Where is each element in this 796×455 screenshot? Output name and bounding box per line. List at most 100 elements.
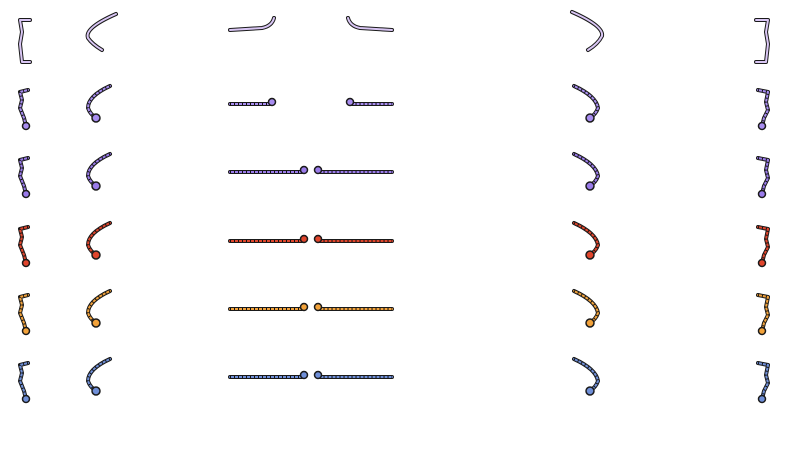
sprite-beads xyxy=(757,157,770,195)
sprite-knob xyxy=(585,386,595,396)
sprite-left-horizontal xyxy=(228,16,276,32)
sprite-row-violet xyxy=(18,152,770,199)
sprite-knob xyxy=(757,189,767,199)
sprite-beads xyxy=(573,85,600,119)
sprite-knob xyxy=(757,258,767,268)
sprite-knob xyxy=(299,165,309,175)
sprite-left-arc xyxy=(86,221,112,260)
sprite-knob xyxy=(313,234,323,244)
sprite-left-horizontal xyxy=(228,97,277,107)
sprite-row-blue xyxy=(18,357,770,404)
sprite-fill xyxy=(19,19,31,63)
sprite-beads xyxy=(573,222,600,256)
sprite-beads xyxy=(18,294,29,332)
sprite-beads xyxy=(18,89,29,127)
sprite-right-horizontal xyxy=(313,302,394,312)
sprite-knob xyxy=(585,318,595,328)
sprite-beads xyxy=(18,157,29,195)
sprite-knob xyxy=(91,250,101,260)
sprite-beads xyxy=(573,358,600,392)
sprite-knob xyxy=(757,326,767,336)
sprite-row-outline-lilac xyxy=(18,10,770,64)
sprite-left-bracket xyxy=(18,18,32,64)
sprite-fill xyxy=(755,19,769,63)
sprite-right-arc xyxy=(572,357,600,396)
sprite-knob xyxy=(299,234,309,244)
sprite-knob xyxy=(91,181,101,191)
sprite-outline xyxy=(85,12,118,52)
sprite-knob xyxy=(91,386,101,396)
sprite-right-bracket xyxy=(756,293,770,336)
sprite-left-bracket xyxy=(18,88,31,131)
sprite-knob xyxy=(313,165,323,175)
sprite-knob xyxy=(585,181,595,191)
sprite-fill xyxy=(347,17,393,31)
sprite-outline xyxy=(570,10,605,52)
sprite-left-arc xyxy=(85,12,118,52)
sprite-right-horizontal xyxy=(313,370,394,380)
sprite-left-horizontal xyxy=(228,370,309,380)
sprite-knob xyxy=(91,113,101,123)
sprite-left-arc xyxy=(86,289,112,328)
sprite-right-horizontal xyxy=(313,165,394,175)
sprite-right-bracket xyxy=(756,361,770,404)
sprite-row-red xyxy=(18,221,770,268)
sprite-left-arc xyxy=(86,152,112,191)
sprite-knob xyxy=(267,97,277,107)
sprite-knob xyxy=(345,97,355,107)
sprite-row-orange xyxy=(18,289,770,336)
sprite-right-horizontal xyxy=(345,97,394,107)
sprite-right-arc xyxy=(572,152,600,191)
sprite-knob xyxy=(21,326,31,336)
sprite-knob xyxy=(313,370,323,380)
sprite-beads xyxy=(18,226,29,264)
sprite-right-arc xyxy=(572,221,600,260)
sprite-knob xyxy=(91,318,101,328)
sprite-knob xyxy=(21,189,31,199)
sprite-left-arc xyxy=(86,84,112,123)
sprite-right-horizontal xyxy=(313,234,394,244)
sprite-beads xyxy=(86,153,111,187)
sprite-knob xyxy=(585,113,595,123)
sprite-beads xyxy=(757,226,770,264)
sprite-fill xyxy=(571,11,604,51)
sprite-left-bracket xyxy=(18,361,31,404)
sprite-right-bracket xyxy=(754,18,770,64)
sprite-right-horizontal xyxy=(346,16,394,32)
sprite-beads xyxy=(573,290,600,324)
sprite-row-lavender xyxy=(18,84,770,131)
sprite-left-horizontal xyxy=(228,302,309,312)
sprite-left-horizontal xyxy=(228,234,309,244)
sprite-left-horizontal xyxy=(228,165,309,175)
sprite-right-arc xyxy=(572,84,600,123)
sprite-fill xyxy=(229,17,275,31)
sprite-right-bracket xyxy=(756,225,770,268)
sprite-right-arc xyxy=(572,289,600,328)
sprite-beads xyxy=(86,358,111,392)
sprite-beads xyxy=(757,89,770,127)
sprite-beads xyxy=(18,362,29,400)
sprite-knob xyxy=(313,302,323,312)
sprite-knob xyxy=(21,394,31,404)
sprite-knob xyxy=(757,394,767,404)
sprite-knob xyxy=(21,121,31,131)
sprite-beads xyxy=(86,290,111,324)
sprite-left-bracket xyxy=(18,156,31,199)
sprite-beads xyxy=(86,222,111,256)
sprite-left-arc xyxy=(86,357,112,396)
sprite-beads xyxy=(757,294,770,332)
sprite-beads xyxy=(757,362,770,400)
sprite-knob xyxy=(21,258,31,268)
sprite-knob xyxy=(299,370,309,380)
sprite-beads xyxy=(86,85,111,119)
sprite-left-bracket xyxy=(18,293,31,336)
sprite-left-bracket xyxy=(18,225,31,268)
sprite-knob xyxy=(299,302,309,312)
sprite-knob xyxy=(757,121,767,131)
sprite-right-bracket xyxy=(756,88,770,131)
sprite-beads xyxy=(573,153,600,187)
sprite-knob xyxy=(585,250,595,260)
sprite-right-arc xyxy=(570,10,605,52)
sprite-right-bracket xyxy=(756,156,770,199)
